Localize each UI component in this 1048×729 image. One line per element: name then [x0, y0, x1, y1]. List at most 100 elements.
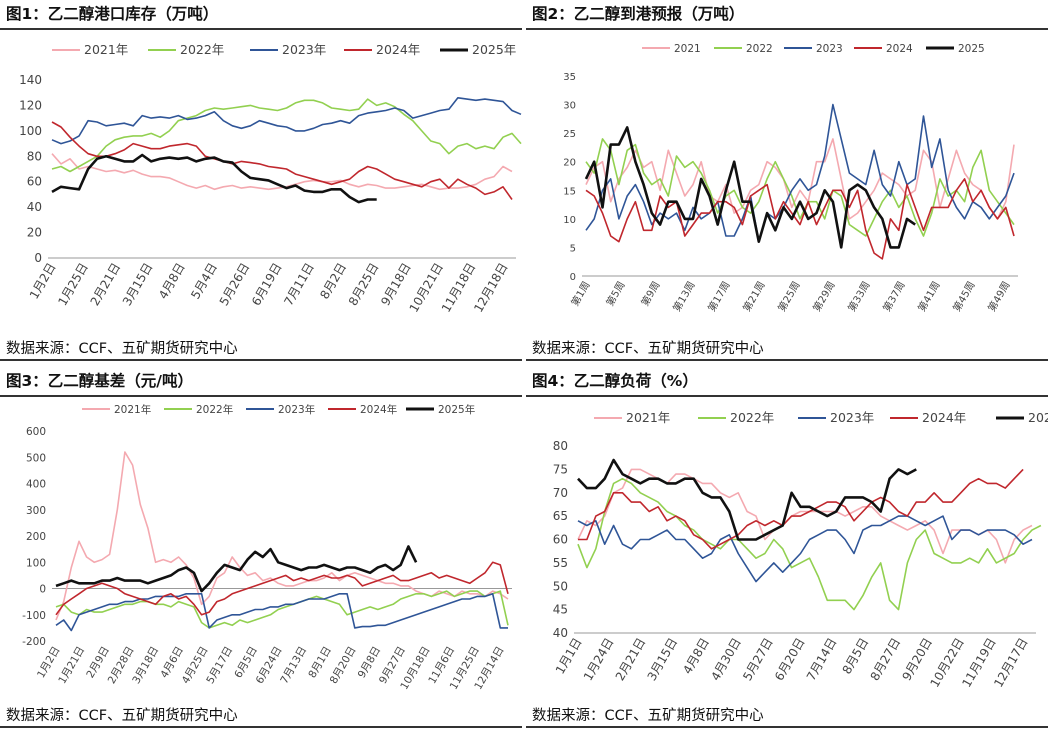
y-tick-label: 80: [553, 439, 568, 453]
y-tick-label: 40: [553, 626, 568, 640]
x-tick-label: 2月21日: [88, 261, 124, 309]
y-tick-label: 65: [553, 509, 568, 523]
x-tick-label: 8月25日: [346, 261, 382, 309]
y-tick-label: 100: [26, 557, 46, 569]
series-line-2025: [584, 126, 916, 249]
panel-divider: [526, 726, 1048, 728]
panel-divider: [526, 359, 1048, 361]
y-tick-label: 35: [563, 72, 576, 83]
series-line-2023: [585, 103, 1015, 243]
series-line-2024年: [55, 561, 509, 616]
y-tick-label: 40: [27, 200, 42, 214]
series-line-2024年: [51, 121, 513, 200]
series-line-2024年: [578, 468, 1024, 550]
x-tick-label: 1月25日: [55, 261, 91, 309]
x-tick-label: 第5周: [603, 279, 627, 308]
legend-label: 2021年: [84, 42, 128, 57]
x-tick-label: 第13周: [670, 279, 698, 314]
series-line-2023年: [51, 97, 522, 145]
chart-title-4: 图4：乙二醇负荷（%）: [526, 367, 1048, 397]
series-line-2025年: [55, 545, 418, 593]
x-tick-label: 2月21日: [613, 636, 649, 684]
legend-label: 2025年: [1028, 410, 1048, 425]
y-tick-label: 45: [553, 603, 568, 617]
x-tick-label: 5月26日: [217, 261, 253, 309]
chart-title-3: 图3：乙二醇基差（元/吨）: [0, 367, 522, 397]
panel-divider: [0, 359, 522, 361]
x-tick-label: 1月24日: [581, 636, 617, 684]
series-line-2023年: [577, 515, 1033, 583]
x-tick-label: 8月2日: [317, 261, 349, 302]
y-tick-label: 55: [553, 556, 568, 570]
legend-label: 2021年: [626, 410, 670, 425]
y-tick-label: 20: [27, 226, 42, 240]
series-line-2022: [585, 138, 1015, 237]
chart-svg-1: 2021年 2022年 2023年 2024年 2025年 0 20 40 60 80 100 120…: [19, 42, 522, 315]
x-tick-label: 第21周: [740, 279, 768, 314]
series-line-2022年: [55, 590, 509, 629]
x-tick-label: 第45周: [950, 279, 978, 314]
y-tick-label: 5: [570, 243, 576, 254]
y-tick-label: 500: [26, 452, 46, 464]
x-tick-label: 9月18日: [378, 261, 414, 309]
x-tick-label: 3月15日: [645, 636, 681, 684]
y-tick-label: 0: [570, 272, 576, 283]
x-tick-label: 8月5日: [840, 636, 872, 677]
y-tick-label: -200: [22, 636, 46, 648]
x-tick-label: 1月1日: [553, 636, 585, 677]
y-tick-label: 200: [26, 531, 46, 543]
legend-label: 2021: [674, 43, 701, 55]
y-tick-label: 120: [19, 98, 42, 112]
x-tick-label: 4月30日: [708, 636, 744, 684]
chart-panel-3: 图3：乙二醇基差（元/吨） 2021年 2022年 2023年 2024年 2025年 -…: [0, 367, 522, 729]
y-tick-label: 0: [39, 584, 46, 596]
y-tick-label: 75: [553, 462, 568, 476]
chart-source-4: 数据来源：CCF、五矿期货研究中心: [532, 708, 764, 724]
y-tick-label: 30: [563, 101, 576, 112]
x-tick-label: 9月20日: [899, 636, 935, 684]
legend-label: 2021年: [114, 403, 151, 416]
legend-label: 2022: [746, 43, 773, 55]
chart-panel-2: 图2：乙二醇到港预报（万吨） 2021 2022 2023 2024 2025 0 5 10 1…: [526, 0, 1048, 362]
chart-source-3: 数据来源：CCF、五矿期货研究中心: [6, 708, 238, 724]
y-tick-label: -100: [22, 610, 46, 622]
series-line-2025年: [51, 153, 377, 204]
legend-label: 2024年: [922, 410, 966, 425]
chart-panel-4: 图4：乙二醇负荷（%） 2021年 2022年 2023年 2024年 2025年 40 4…: [526, 367, 1048, 729]
x-tick-label: 1月2日: [27, 261, 59, 302]
legend-label: 2025年: [472, 42, 516, 57]
x-tick-label: 第49周: [985, 279, 1013, 314]
legend-label: 2023年: [282, 42, 326, 57]
series-line-2021年: [55, 451, 509, 621]
y-tick-label: 15: [563, 186, 576, 197]
x-tick-label: 7月14日: [804, 636, 840, 684]
series-line-2021年: [51, 153, 513, 191]
y-tick-label: 20: [563, 158, 576, 169]
chart-svg-4: 2021年 2022年 2023年 2024年 2025年 40 45 50 55 60 65 70 7…: [553, 410, 1048, 690]
y-tick-label: 10: [563, 215, 576, 226]
x-tick-label: 第25周: [775, 279, 803, 314]
series-line-2024: [585, 178, 1015, 260]
x-tick-label: 第9周: [638, 279, 662, 308]
y-tick-label: 600: [26, 426, 46, 438]
chart-panel-1: 图1：乙二醇港口库存（万吨） 2021年 2022年 2023年 2024年 2025年…: [0, 0, 522, 362]
y-tick-label: 60: [27, 175, 42, 189]
y-tick-label: 70: [553, 486, 568, 500]
y-tick-label: 400: [26, 479, 46, 491]
y-tick-label: 100: [19, 124, 42, 138]
legend-label: 2024: [886, 43, 913, 55]
legend-label: 2023年: [278, 403, 315, 416]
x-tick-label: 5月27日: [740, 636, 776, 684]
x-tick-label: 第17周: [705, 279, 733, 314]
x-tick-label: 6月20日: [772, 636, 808, 684]
y-tick-label: 60: [553, 533, 568, 547]
legend-label: 2024年: [376, 42, 420, 57]
y-tick-label: 80: [27, 149, 42, 163]
legend-label: 2025年: [438, 403, 475, 416]
chart-title-2: 图2：乙二醇到港预报（万吨）: [526, 0, 1048, 30]
legend-label: 2024年: [360, 403, 397, 416]
x-tick-label: 6月19日: [249, 261, 285, 309]
y-tick-label: 0: [34, 251, 42, 265]
x-tick-label: 第41周: [915, 279, 943, 314]
